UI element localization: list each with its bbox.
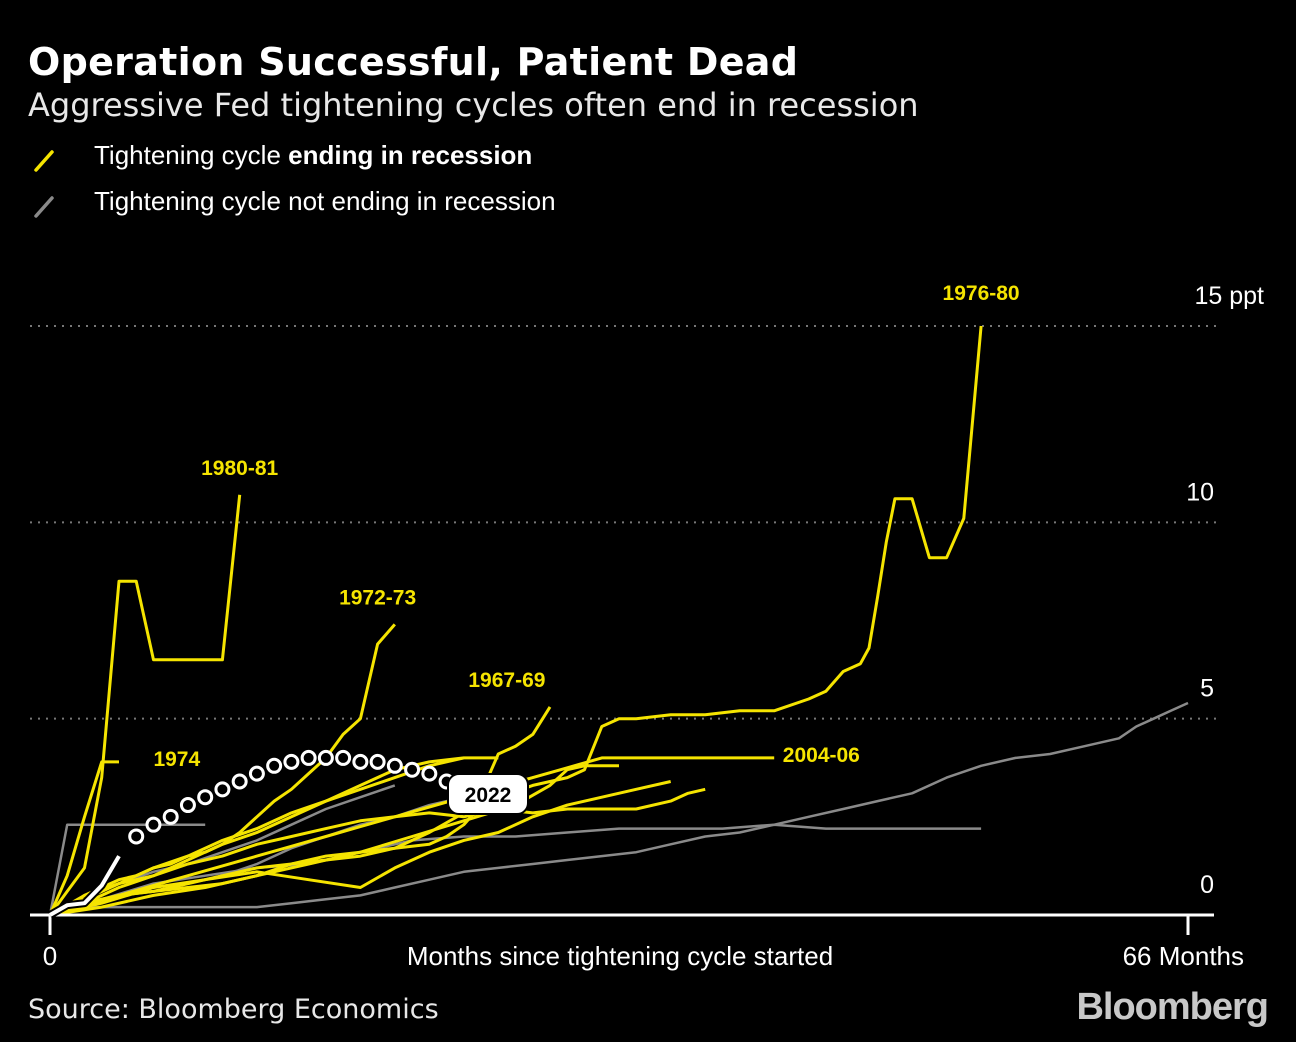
series-label-1974: 1974: [153, 748, 200, 771]
x-tick-label-0: 0: [43, 941, 57, 971]
series-point-2022-2: [162, 808, 179, 825]
series-point-2022-16: [404, 761, 421, 778]
series-point-2022-7: [248, 765, 265, 782]
chart-title: Operation Successful, Patient Dead: [28, 40, 799, 84]
x-tick-label-1: 66 Months: [1123, 941, 1244, 971]
series-point-2022-14: [369, 753, 386, 770]
series-line-1976-80: [49, 325, 983, 917]
series-label-1976-80: 1976-80: [943, 282, 1020, 305]
series-line-rec-e: [49, 756, 465, 917]
series-point-2022-9: [283, 753, 300, 770]
series-point-2022-11: [317, 749, 334, 766]
series-line-1980-81: [48, 494, 242, 916]
legend-label-no-recession: Tightening cycle not ending in recession: [94, 186, 556, 216]
series-label-1972-73: 1972-73: [339, 586, 416, 609]
series-label-2022: 2022: [465, 784, 512, 807]
series-line-rec-a: [49, 764, 619, 917]
legend-label-recession-bold: ending in recession: [288, 140, 533, 170]
series-point-2022-6: [231, 773, 248, 790]
series-point-2022-1: [145, 816, 162, 833]
series-point-2022-13: [352, 753, 369, 770]
series-point-2022-3: [179, 797, 196, 814]
series-line-nonrec-3: [48, 823, 206, 916]
series-point-2022-5: [214, 781, 231, 798]
series-point-2022-4: [197, 789, 214, 806]
series-label-1980-81: 1980-81: [201, 457, 278, 480]
series-point-2022-17: [421, 765, 438, 782]
series-line-rec-b: [49, 780, 672, 917]
series-line-2022: [49, 855, 121, 917]
y-tick-label-1: 5: [1200, 675, 1214, 703]
series-line-2004-06: [49, 756, 775, 917]
brand-logo: Bloomberg: [1076, 986, 1269, 1028]
series-point-2022-10: [300, 749, 317, 766]
series-label-2022-box: [447, 773, 529, 815]
legend-label-recession-prefix: Tightening cycle: [94, 140, 289, 170]
series-line-nonrec-1: [49, 701, 1189, 917]
series-line-nonrec-2: [49, 823, 982, 917]
y-tick-label-3: 15 ppt: [1194, 282, 1264, 310]
series-label-2004-06: 2004-06: [783, 744, 860, 767]
series-point-2022-8: [266, 757, 283, 774]
x-axis-label: Months since tightening cycle started: [407, 941, 833, 971]
y-tick-label-2: 10: [1186, 478, 1214, 506]
series-point-2022-15: [386, 757, 403, 774]
chart-subtitle: Aggressive Fed tightening cycles often e…: [28, 86, 919, 124]
y-tick-label-0: 0: [1200, 871, 1214, 899]
source-note: Source: Bloomberg Economics: [28, 994, 439, 1025]
series-line-1974: [48, 760, 119, 916]
series-label-1967-69: 1967-69: [468, 669, 545, 692]
legend-swatch-recession-icon: [34, 150, 54, 172]
series-point-2022-12: [335, 749, 352, 766]
legend-swatch-no-recession-icon: [34, 196, 54, 218]
series-line-rec-d: [49, 756, 499, 917]
series-point-2022-0: [128, 828, 145, 845]
